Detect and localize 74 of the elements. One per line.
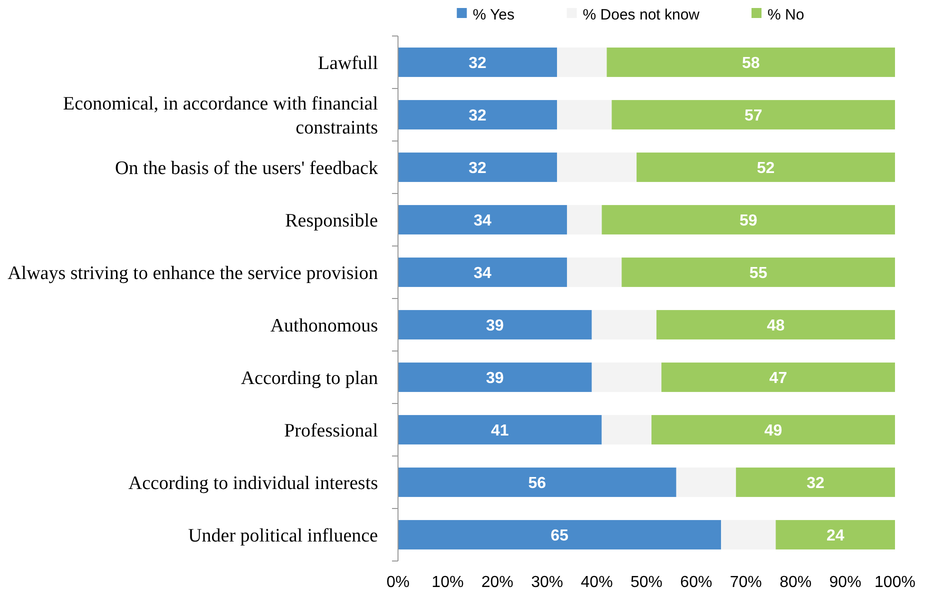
y-tick-label: According to individual interests [128, 472, 378, 494]
y-tick-label: Lawfull [318, 52, 378, 74]
bar [606, 48, 895, 77]
x-tick-label: 90% [829, 574, 862, 591]
data-label: 47 [769, 370, 788, 388]
bar [566, 205, 602, 234]
bar [636, 152, 895, 182]
data-label: 32 [806, 475, 824, 492]
y-tick-label: Always striving to enhance the service provision [8, 262, 378, 284]
x-tick-label: 20% [481, 574, 514, 591]
data-label: 34 [474, 212, 492, 230]
bar [557, 48, 607, 77]
bar [602, 415, 652, 444]
bar [398, 362, 592, 392]
data-label: 59 [739, 212, 758, 230]
bar [776, 520, 895, 550]
data-label: 57 [744, 108, 762, 125]
data-label: 48 [766, 318, 785, 335]
bar [398, 520, 722, 550]
bar [622, 258, 895, 287]
x-tick-label: 10% [432, 574, 464, 591]
y-tick-label: Responsible [285, 210, 378, 232]
bar [398, 100, 558, 130]
data-label: 58 [742, 55, 760, 72]
bar [398, 258, 567, 287]
data-label: 65 [550, 528, 569, 545]
bar [398, 415, 602, 444]
data-label: 32 [468, 160, 487, 178]
x-tick-label: 30% [531, 574, 564, 591]
data-label: 55 [749, 265, 768, 282]
bar [651, 415, 895, 444]
bar [398, 205, 567, 234]
legend-label: % Does not know [582, 6, 700, 24]
bar [592, 310, 656, 340]
data-label: 52 [756, 160, 775, 178]
legend-label: % No [768, 6, 804, 24]
data-label: 34 [474, 265, 492, 282]
data-label: 41 [490, 422, 509, 440]
y-tick-label: Economical, in accordance with financial constraints [63, 93, 378, 138]
data-label: 39 [486, 318, 504, 335]
x-tick-label: 40% [580, 574, 613, 591]
bar [661, 362, 895, 392]
data-label: 32 [468, 108, 487, 125]
bar [602, 205, 895, 234]
bar [676, 468, 736, 497]
data-label: 24 [826, 528, 844, 545]
bar [398, 468, 676, 497]
x-tick-label: 50% [630, 574, 663, 591]
bar [557, 100, 612, 130]
y-tick-label: Under political influence [188, 525, 378, 546]
bar [721, 520, 776, 550]
y-tick-label: Authonomous [270, 315, 378, 336]
bar [592, 362, 662, 392]
x-tick-label: 60% [680, 574, 712, 591]
x-tick-label: 0% [386, 574, 410, 591]
legend-label: % Yes [472, 6, 515, 24]
x-tick-label: 100% [874, 574, 916, 591]
y-tick-label: Professional [284, 420, 378, 442]
bar [557, 152, 637, 182]
data-label: 49 [764, 422, 782, 440]
y-tick-label: On the basis of the users' feedback [114, 158, 378, 179]
bar [736, 468, 895, 497]
x-tick-label: 80% [780, 574, 812, 591]
data-label: 39 [486, 370, 504, 388]
bar [398, 48, 558, 77]
x-tick-label: 70% [730, 574, 762, 591]
data-label: 56 [528, 475, 546, 492]
y-tick-label: According to plan [240, 368, 378, 389]
bar [398, 310, 592, 340]
bar [612, 100, 895, 130]
bar [566, 258, 622, 287]
bar [398, 152, 558, 182]
bar [656, 310, 895, 340]
data-label: 32 [468, 55, 487, 72]
